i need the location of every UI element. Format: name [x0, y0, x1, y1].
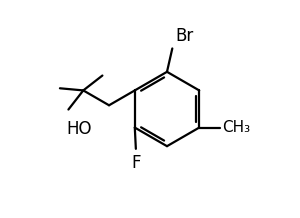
Text: F: F [131, 154, 141, 172]
Text: CH₃: CH₃ [222, 120, 250, 135]
Text: Br: Br [176, 27, 194, 45]
Text: HO: HO [67, 120, 92, 138]
